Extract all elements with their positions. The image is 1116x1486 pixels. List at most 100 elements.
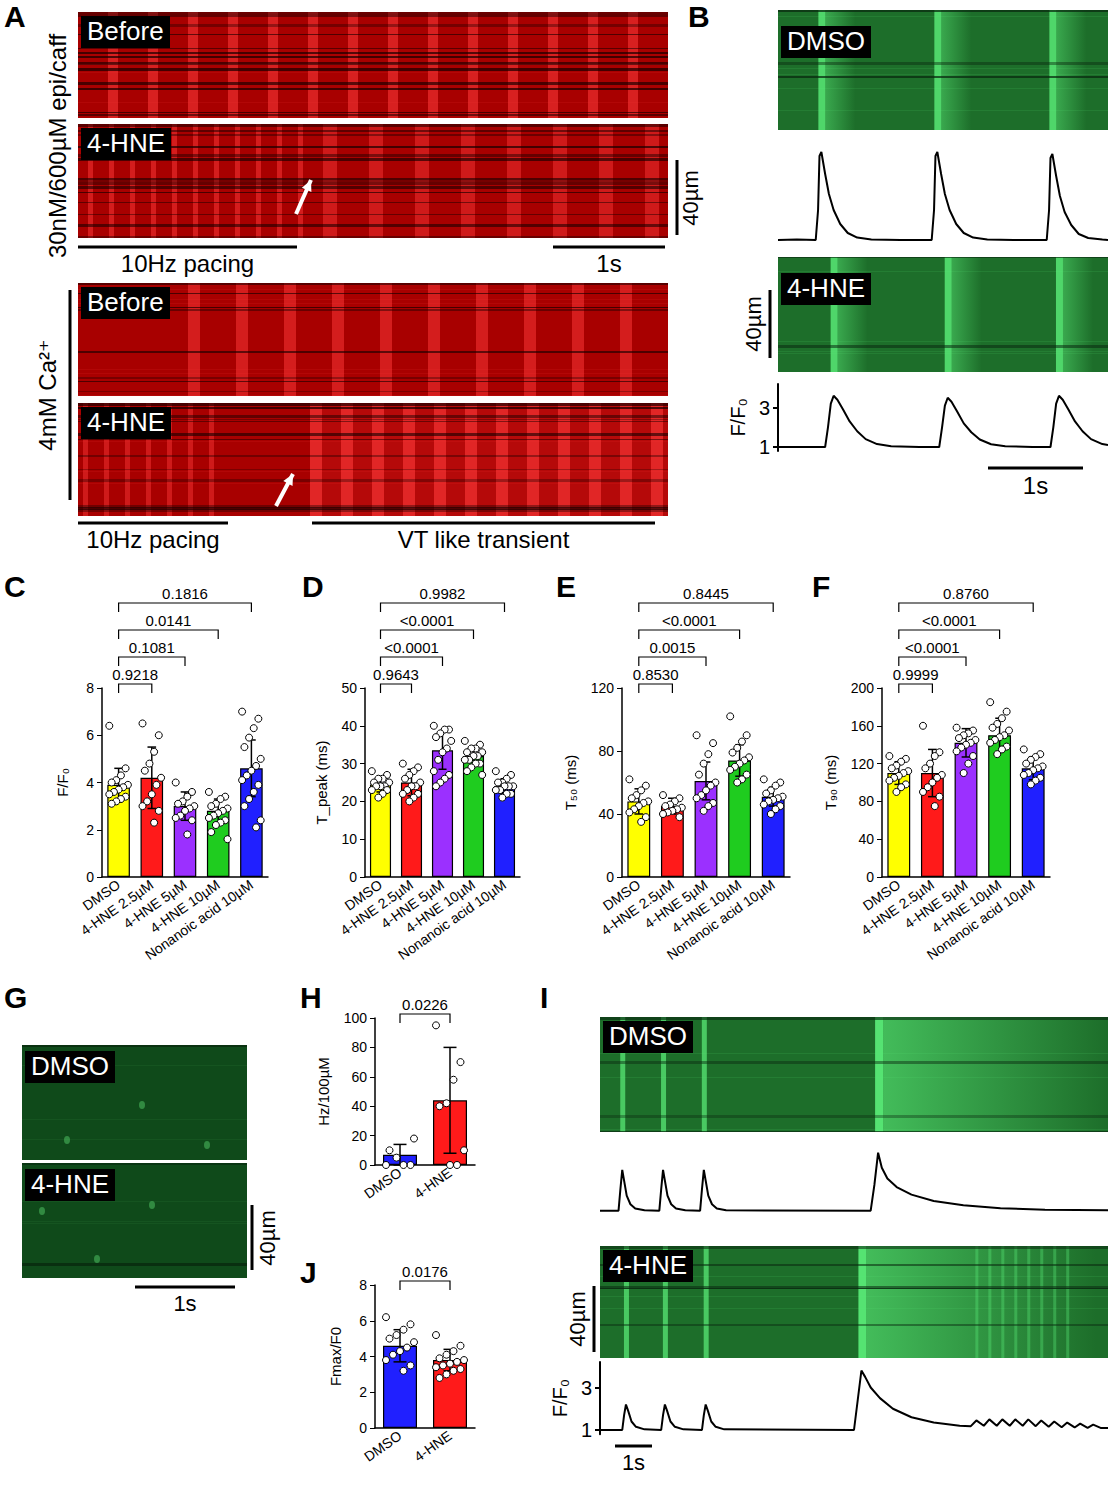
- svg-text:4-HNE 5µM: 4-HNE 5µM: [641, 876, 711, 932]
- svg-text:40: 40: [351, 1098, 367, 1114]
- svg-text:DMSO: DMSO: [599, 876, 644, 914]
- svg-text:Fmax/F0: Fmax/F0: [327, 1327, 344, 1386]
- html-text:4-HNE: 4-HNE: [31, 1169, 109, 1199]
- svg-text:4-HNE: 4-HNE: [411, 1427, 455, 1464]
- svg-text:0.0176: 0.0176: [402, 1263, 448, 1280]
- svg-text:F/F₀: F/F₀: [54, 768, 71, 797]
- svg-text:0.8445: 0.8445: [683, 585, 729, 602]
- svg-text:160: 160: [851, 718, 875, 734]
- svg-text:2: 2: [359, 1384, 367, 1400]
- svg-text:F/F₀: F/F₀: [549, 1379, 571, 1417]
- svg-text:0.1816: 0.1816: [162, 585, 208, 602]
- svg-text:0.9643: 0.9643: [373, 666, 419, 683]
- html-text:4-HNE: 4-HNE: [87, 128, 165, 158]
- svg-text:3: 3: [581, 1377, 592, 1399]
- svg-text:50: 50: [341, 680, 357, 696]
- svg-text:40: 40: [598, 806, 614, 822]
- svg-text:30: 30: [341, 756, 357, 772]
- svg-text:100: 100: [344, 1010, 368, 1026]
- svg-text:40: 40: [858, 831, 874, 847]
- svg-text:DMSO: DMSO: [361, 1164, 405, 1201]
- svg-text:DMSO: DMSO: [361, 1427, 405, 1464]
- svg-text:T₅₀ (ms): T₅₀ (ms): [562, 755, 579, 811]
- svg-text:4-HNE 2.5µM: 4-HNE 2.5µM: [858, 876, 937, 939]
- svg-text:Nonanoic acid 10µM: Nonanoic acid 10µM: [664, 876, 778, 963]
- svg-text:4-HNE 10µM: 4-HNE 10µM: [668, 876, 745, 937]
- svg-text:4-HNE 10µM: 4-HNE 10µM: [402, 876, 479, 937]
- svg-text:60: 60: [351, 1069, 367, 1085]
- svg-text:Nonanoic acid 10µM: Nonanoic acid 10µM: [142, 876, 256, 963]
- svg-text:40: 40: [341, 718, 357, 734]
- svg-text:4-HNE 2.5µM: 4-HNE 2.5µM: [598, 876, 677, 939]
- svg-text:0: 0: [359, 1420, 367, 1436]
- svg-text:6: 6: [359, 1313, 367, 1329]
- svg-text:0.1081: 0.1081: [129, 639, 175, 656]
- svg-text:DMSO: DMSO: [79, 876, 124, 914]
- svg-text:0: 0: [359, 1157, 367, 1173]
- svg-text:120: 120: [851, 756, 875, 772]
- svg-text:1: 1: [581, 1419, 592, 1440]
- svg-text:4: 4: [359, 1349, 367, 1365]
- svg-text:80: 80: [351, 1039, 367, 1055]
- svg-text:200: 200: [851, 680, 875, 696]
- svg-text:10: 10: [341, 831, 357, 847]
- svg-text:20: 20: [341, 793, 357, 809]
- svg-text:4-HNE 10µM: 4-HNE 10µM: [147, 876, 223, 937]
- svg-text:<0.0001: <0.0001: [384, 639, 439, 656]
- html-text:4-HNE: 4-HNE: [787, 273, 865, 303]
- svg-text:8: 8: [359, 1277, 367, 1293]
- svg-text:0: 0: [606, 869, 614, 885]
- svg-text:1: 1: [759, 436, 770, 457]
- svg-text:T_peak (ms): T_peak (ms): [313, 740, 330, 824]
- html-text:10Hz pacing: 10Hz pacing: [86, 526, 220, 553]
- svg-text:0.9999: 0.9999: [893, 666, 939, 683]
- svg-text:3: 3: [759, 397, 770, 419]
- html-text:Before: Before: [87, 287, 164, 317]
- svg-text:<0.0001: <0.0001: [922, 612, 977, 629]
- svg-text:0.9218: 0.9218: [112, 666, 158, 683]
- svg-text:20: 20: [351, 1128, 367, 1144]
- svg-text:0.8760: 0.8760: [943, 585, 989, 602]
- svg-text:0: 0: [349, 869, 357, 885]
- html-text:DMSO: DMSO: [609, 1021, 687, 1051]
- svg-text:4-HNE 2.5µM: 4-HNE 2.5µM: [77, 876, 157, 939]
- svg-text:DMSO: DMSO: [341, 876, 386, 914]
- svg-text:4-HNE 5µM: 4-HNE 5µM: [901, 876, 971, 932]
- svg-text:4-HNE 5µM: 4-HNE 5µM: [377, 876, 448, 932]
- svg-text:6: 6: [86, 727, 94, 743]
- svg-text:4-HNE 2.5µM: 4-HNE 2.5µM: [337, 876, 417, 939]
- svg-text:4-HNE 5µM: 4-HNE 5µM: [120, 876, 190, 932]
- svg-text:0.0141: 0.0141: [145, 612, 191, 629]
- svg-text:8: 8: [86, 680, 94, 696]
- svg-text:F/F₀: F/F₀: [727, 398, 749, 436]
- svg-text:80: 80: [598, 743, 614, 759]
- svg-text:Hz/100µM: Hz/100µM: [315, 1057, 332, 1126]
- svg-text:0.0226: 0.0226: [402, 996, 448, 1013]
- svg-text:0: 0: [866, 869, 874, 885]
- html-text:30nM/600µM epi/caff: 30nM/600µM epi/caff: [44, 33, 72, 259]
- svg-text:0.8530: 0.8530: [633, 666, 679, 683]
- svg-text:<0.0001: <0.0001: [400, 612, 455, 629]
- svg-text:0.9982: 0.9982: [420, 585, 466, 602]
- svg-text:0.0015: 0.0015: [649, 639, 695, 656]
- svg-text:0: 0: [86, 869, 94, 885]
- html-text:DMSO: DMSO: [31, 1051, 109, 1081]
- svg-text:DMSO: DMSO: [859, 876, 904, 914]
- svg-text:<0.0001: <0.0001: [662, 612, 717, 629]
- html-text:10Hz pacing: 10Hz pacing: [120, 250, 255, 277]
- svg-text:T₉₀ (ms): T₉₀ (ms): [822, 755, 839, 811]
- svg-text:<0.0001: <0.0001: [905, 639, 960, 656]
- html-text:4-HNE: 4-HNE: [87, 407, 165, 437]
- html-text:4mM Ca²⁺: 4mM Ca²⁺: [34, 339, 62, 451]
- svg-text:Nonanoic acid 10µM: Nonanoic acid 10µM: [395, 876, 509, 963]
- svg-text:Nonanoic acid 10µM: Nonanoic acid 10µM: [924, 876, 1038, 963]
- svg-text:80: 80: [858, 793, 874, 809]
- svg-text:4: 4: [86, 775, 94, 791]
- svg-text:4-HNE 10µM: 4-HNE 10µM: [928, 876, 1005, 937]
- svg-text:2: 2: [86, 822, 94, 838]
- html-text:DMSO: DMSO: [787, 26, 865, 56]
- svg-text:120: 120: [591, 680, 615, 696]
- svg-text:4-HNE: 4-HNE: [411, 1164, 455, 1201]
- html-text:4-HNE: 4-HNE: [609, 1250, 687, 1280]
- html-text:Before: Before: [87, 16, 164, 46]
